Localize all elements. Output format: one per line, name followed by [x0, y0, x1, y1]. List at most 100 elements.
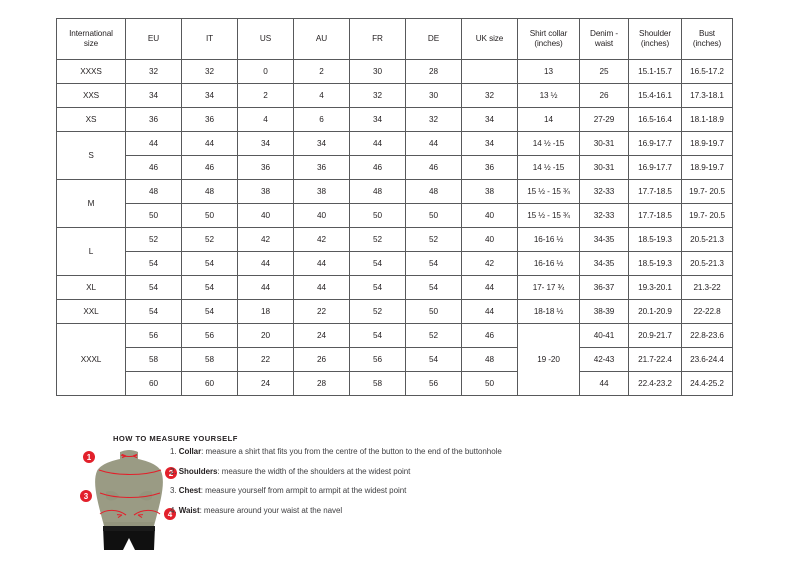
cell-au: 24	[293, 323, 350, 348]
header-line-1: Denim -	[590, 29, 618, 38]
cell-fr: 54	[349, 251, 406, 276]
measurement-marker-2: 2	[165, 467, 177, 479]
table-header-row: International size EU IT US AU FR DE UK …	[56, 18, 733, 60]
cell-denim: 32-33	[579, 179, 629, 204]
cell-eu: 44	[125, 131, 182, 156]
cell-au: 36	[293, 155, 350, 180]
cell-eu: 54	[125, 299, 182, 324]
cell-fr: 52	[349, 299, 406, 324]
cell-it: 48	[181, 179, 238, 204]
measure-item-label: Chest	[178, 486, 201, 495]
table-row: XXL 54 54 18 22 52 50 44 18-18 ½ 38-39 20.1-20.9 22…	[56, 299, 733, 324]
cell-bust: 20.5-21.3	[681, 251, 733, 276]
cell-bust: 18.9-19.7	[681, 155, 733, 180]
cell-shoulder: 22.4-23.2	[628, 371, 682, 396]
cell-it: 32	[181, 59, 238, 84]
header-line-1: Shoulder	[639, 29, 671, 38]
cell-uk: 50	[461, 371, 518, 396]
measure-item-text: : measure around your waist at the navel	[199, 505, 343, 515]
cell-de: 54	[405, 251, 462, 276]
column-header-de: DE	[405, 18, 462, 60]
column-header-fr: FR	[349, 18, 406, 60]
cell-shirt-collar: 18-18 ½	[517, 299, 580, 324]
cell-de: 32	[405, 107, 462, 132]
cell-bust: 18.9-19.7	[681, 131, 733, 156]
cell-de: 44	[405, 131, 462, 156]
cell-eu: 32	[125, 59, 182, 84]
cell-au: 44	[293, 251, 350, 276]
cell-de: 50	[405, 203, 462, 228]
cell-denim: 42-43	[579, 347, 629, 372]
cell-au: 38	[293, 179, 350, 204]
cell-au: 28	[293, 371, 350, 396]
cell-fr: 32	[349, 83, 406, 108]
measure-instructions-list: 1. Collar: measure a shirt that fits you…	[170, 448, 730, 526]
cell-bust: 20.5-21.3	[681, 227, 733, 252]
cell-denim: 30-31	[579, 155, 629, 180]
cell-shirt-collar: 14	[517, 107, 580, 132]
cell-de: 30	[405, 83, 462, 108]
cell-shoulder: 15.4-16.1	[628, 83, 682, 108]
cell-it: 46	[181, 155, 238, 180]
table-row: L 52 52 42 42 52 52 40 16-16 ½ 34-35 18.5-19.3 20.5…	[56, 227, 733, 276]
cell-denim: 27-29	[579, 107, 629, 132]
cell-uk: 34	[461, 131, 518, 156]
cell-bust: 24.4-25.2	[681, 371, 733, 396]
column-header-shoulder: Shoulder (inches)	[628, 18, 682, 60]
measure-instruction-item: 4. Waist: measure around your waist at t…	[170, 505, 730, 515]
cell-au: 40	[293, 203, 350, 228]
size-chart-container: International size EU IT US AU FR DE UK …	[56, 18, 733, 396]
cell-shoulder: 17.7-18.5	[628, 179, 682, 204]
cell-bust: 16.5-17.2	[681, 59, 733, 84]
cell-shirt-collar: 14 ½ -15	[517, 155, 580, 180]
column-header-international-size: International size	[56, 18, 126, 60]
cell-shoulder: 16.9-17.7	[628, 155, 682, 180]
cell-fr: 44	[349, 131, 406, 156]
cell-denim: 34-35	[579, 251, 629, 276]
measurement-marker-1: 1	[83, 451, 95, 463]
cell-uk: 36	[461, 155, 518, 180]
cell-fr: 58	[349, 371, 406, 396]
cell-us: 38	[237, 179, 294, 204]
cell-fr: 46	[349, 155, 406, 180]
cell-denim: 32-33	[579, 203, 629, 228]
cell-bust: 23.6-24.4	[681, 347, 733, 372]
column-header-us: US	[237, 18, 294, 60]
cell-de: 46	[405, 155, 462, 180]
cell-denim: 26	[579, 83, 629, 108]
measure-instruction-item: 3. Chest: measure yourself from armpit t…	[170, 487, 730, 495]
cell-fr: 54	[349, 323, 406, 348]
cell-au: 26	[293, 347, 350, 372]
measure-item-text: : measure the width of the shoulders at …	[217, 466, 411, 476]
measure-item-number: 4.	[170, 505, 177, 515]
column-header-bust: Bust (inches)	[681, 18, 733, 60]
cell-denim: 34-35	[579, 227, 629, 252]
cell-uk	[461, 59, 518, 84]
cell-international-size: S	[56, 131, 126, 180]
cell-us: 2	[237, 83, 294, 108]
cell-shoulder: 19.3-20.1	[628, 275, 682, 300]
column-header-denim-waist: Denim - waist	[579, 18, 629, 60]
measure-item-label: Shoulders	[178, 466, 218, 476]
cell-au: 22	[293, 299, 350, 324]
cell-de: 56	[405, 371, 462, 396]
cell-it: 54	[181, 275, 238, 300]
measure-item-text: : measure a shirt that fits you from the…	[201, 447, 502, 456]
table-header: International size EU IT US AU FR DE UK …	[56, 18, 733, 60]
cell-eu: 54	[125, 275, 182, 300]
cell-us: 24	[237, 371, 294, 396]
cell-shirt-collar: 19 -20	[517, 323, 580, 396]
header-line-2: (inches)	[640, 39, 670, 48]
cell-denim: 25	[579, 59, 629, 84]
cell-eu: 50	[125, 203, 182, 228]
cell-uk: 40	[461, 227, 518, 252]
table-row: 50 50 40 40 50 50 40 15 ½ - 15 ¾ 32-33 17.7-18.5 1…	[57, 203, 733, 228]
cell-denim: 38-39	[579, 299, 629, 324]
cell-bust: 22-22.8	[681, 299, 733, 324]
table-row: XXXL 56 56 20 24 54 52 46 19 -20 40-41 20.9-21.7 22…	[56, 323, 733, 396]
cell-bust: 21.3-22	[681, 275, 733, 300]
cell-international-size: XXL	[56, 299, 126, 324]
table-row: 58 58 22 26 56 54 48 42-43 21.7-22.4 23.6-24.4	[57, 347, 733, 372]
size-chart-table: International size EU IT US AU FR DE UK …	[56, 18, 733, 396]
cell-uk: 44	[461, 275, 518, 300]
